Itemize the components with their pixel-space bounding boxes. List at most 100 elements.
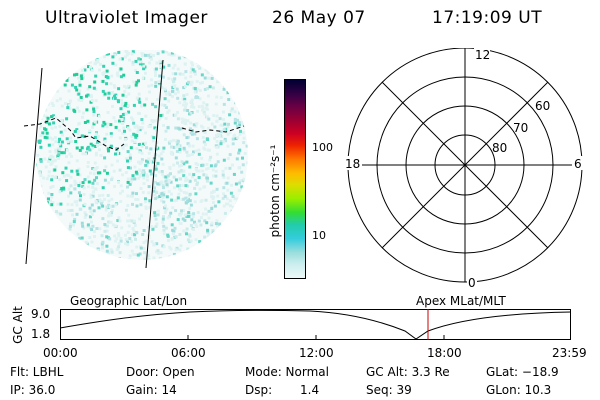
uv-speckle (254, 152, 257, 155)
uv-speckle (20, 237, 23, 240)
uv-speckle (206, 235, 210, 239)
uv-speckle (142, 176, 146, 180)
uv-speckle (212, 259, 216, 260)
uv-speckle (250, 235, 253, 238)
uv-speckle (185, 136, 189, 140)
uv-speckle (137, 262, 140, 265)
uv-speckle (134, 253, 138, 256)
uv-speckle (198, 257, 202, 260)
uv-speckle (124, 208, 128, 212)
uv-speckle (201, 106, 205, 110)
uv-speckle (222, 192, 226, 196)
uv-speckle (200, 104, 204, 108)
uv-speckle (255, 236, 258, 239)
uv-speckle (113, 224, 117, 228)
uv-speckle (46, 214, 50, 218)
uv-speckle (78, 236, 82, 240)
uv-speckle (248, 59, 251, 62)
uv-speckle (221, 110, 225, 114)
uv-speckle (75, 203, 79, 207)
uv-speckle (156, 249, 160, 253)
uv-speckle (134, 237, 137, 241)
uv-speckle (130, 177, 134, 181)
uv-speckle (132, 229, 136, 233)
time-label: 17:19:09 UT (432, 8, 543, 28)
uv-speckle (222, 102, 226, 106)
uv-speckle (208, 54, 212, 58)
uv-speckle (163, 269, 166, 270)
uv-speckle (234, 101, 238, 105)
uv-speckle (141, 191, 145, 194)
uv-speckle (129, 239, 133, 243)
uv-speckle (231, 205, 235, 209)
uv-speckle (225, 197, 229, 201)
uv-speckle (20, 165, 23, 168)
uv-speckle (20, 211, 23, 214)
uv-speckle (133, 133, 137, 137)
uv-speckle (86, 264, 89, 267)
uv-speckle (161, 149, 165, 153)
uv-speckle (20, 79, 23, 82)
uv-speckle (103, 92, 107, 96)
uv-speckle (238, 249, 242, 253)
mlt-label-18: 18 (345, 157, 360, 171)
uv-speckle (29, 73, 32, 76)
uv-speckle (102, 55, 106, 59)
uv-speckle (213, 164, 217, 168)
uv-speckle (116, 268, 119, 271)
uv-speckle (254, 162, 257, 165)
uv-speckle (154, 70, 157, 74)
uv-speckle (21, 156, 24, 159)
uv-speckle (51, 104, 55, 107)
uv-speckle (235, 223, 238, 227)
uv-speckle (172, 230, 175, 234)
uv-speckle (124, 101, 128, 105)
uv-speckle (83, 68, 87, 72)
uv-speckle (29, 269, 32, 270)
uv-speckle (39, 124, 43, 128)
uv-speckle (146, 53, 150, 57)
uv-speckle (258, 136, 260, 139)
uv-speckle (36, 110, 38, 114)
uv-speckle (38, 201, 42, 205)
uv-speckle (68, 152, 72, 156)
uv-speckle (240, 97, 244, 101)
uv-speckle (227, 228, 231, 232)
uv-speckle (251, 163, 254, 166)
uv-speckle (163, 206, 167, 210)
uv-speckle (229, 79, 233, 83)
uv-speckle (186, 248, 190, 252)
uv-speckle (109, 220, 113, 224)
uv-speckle (95, 227, 99, 230)
uv-speckle (183, 148, 187, 152)
uv-speckle (31, 233, 34, 236)
uv-speckle (201, 263, 204, 266)
uv-speckle (228, 166, 232, 170)
uv-speckle (36, 246, 40, 250)
uv-speckle (191, 57, 195, 61)
uv-speckle (258, 75, 260, 78)
uv-speckle (148, 206, 152, 210)
uv-speckle (183, 213, 187, 217)
uv-speckle (91, 181, 95, 185)
uv-speckle (211, 72, 215, 76)
uv-speckle (182, 229, 186, 233)
uv-speckle (133, 224, 137, 227)
uv-speckle (36, 243, 37, 247)
uv-speckle (103, 269, 106, 271)
uv-speckle (201, 136, 205, 139)
uv-speckle (239, 60, 243, 63)
uv-speckle (28, 84, 31, 87)
uv-speckle (147, 267, 150, 270)
uv-speckle (193, 90, 197, 94)
uv-speckle (72, 220, 76, 224)
uv-speckle (230, 74, 234, 78)
uv-speckle (131, 227, 135, 231)
uv-speckle (246, 95, 248, 99)
uv-speckle (43, 101, 47, 105)
uv-speckle (137, 92, 141, 96)
uv-speckle (61, 171, 65, 175)
uv-speckle (195, 267, 198, 270)
uv-speckle (258, 107, 260, 110)
uv-speckle (187, 254, 191, 258)
